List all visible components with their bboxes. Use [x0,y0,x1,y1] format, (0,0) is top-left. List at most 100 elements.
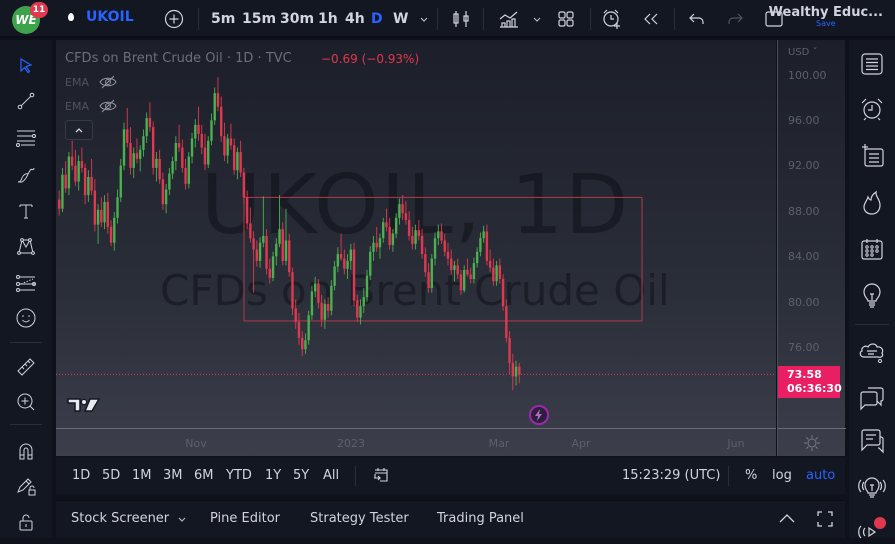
candle [320,294,323,327]
tab-trading-panel[interactable]: Trading Panel [437,511,524,526]
candle [349,243,352,270]
notification-badge[interactable]: 11 [30,2,48,18]
timeframe-dropdown[interactable] [418,8,430,30]
calendar-button[interactable] [857,234,887,264]
chart-pane[interactable]: UKOIL, 1D CFDs on Brent Crude Oil CFDs o… [56,40,776,456]
eye-hidden-icon[interactable] [99,99,117,113]
candle [271,251,275,282]
timeframe-1h[interactable]: 1h [318,11,338,27]
timeframe-15m[interactable]: 15m [242,11,277,27]
candle [479,232,482,257]
brush-tool[interactable] [12,161,40,189]
range-3m[interactable]: 3M [163,468,183,483]
maximize-panel-button[interactable] [816,510,834,528]
cursor-tool[interactable] [12,52,40,80]
range-all[interactable]: All [323,468,340,483]
ideas-button[interactable] [857,281,887,311]
indicators-button[interactable] [498,8,520,30]
watchlist-button[interactable] [857,49,887,79]
save-label[interactable]: Save [816,19,836,28]
tab-stock-screener[interactable]: Stock Screener [71,511,187,526]
pattern-tool[interactable] [12,232,40,260]
timeframe-w[interactable]: W [393,11,409,27]
utc-clock[interactable]: 15:23:29 (UTC) [622,468,721,483]
hotlists-button[interactable] [857,188,887,218]
chart-type-button[interactable] [451,8,471,30]
percent-scale-toggle[interactable]: % [745,468,758,483]
timeframe-4h[interactable]: 4h [345,11,365,27]
range-5d[interactable]: 5D [102,468,121,483]
collapse-legend-button[interactable] [65,120,93,140]
minds-button[interactable] [857,336,887,366]
range-1m[interactable]: 1M [132,468,152,483]
range-6m[interactable]: 6M [194,468,214,483]
range-1y[interactable]: 1Y [265,468,282,483]
log-scale-toggle[interactable]: log [772,468,792,483]
measure-tool[interactable] [12,353,40,381]
live-stream-button[interactable] [857,514,887,544]
fullscreen-toggle-button[interactable] [764,8,784,30]
candlestick-series[interactable] [56,40,776,428]
candle [207,136,210,168]
zoom-in-tool[interactable] [12,388,40,416]
streams-button[interactable] [857,473,887,503]
replay-button[interactable] [642,8,660,30]
magnet-tool[interactable] [12,437,40,465]
candle [323,299,327,329]
indicator-legend-ema-1[interactable]: EMA [65,75,117,89]
layout-name-menu[interactable]: Wealthy Educ... Save [769,5,883,28]
indicator-legend-ema-2[interactable]: EMA [65,99,117,113]
tab-pine-editor[interactable]: Pine Editor [210,511,281,526]
candle [382,217,385,243]
series-legend-title[interactable]: CFDs on Brent Crude Oil · 1D · TVC [65,51,292,66]
trend-line-tool[interactable] [12,87,40,115]
bottom-panel-tabs: Stock Screener Pine Editor Strategy Test… [56,500,845,538]
timeframe-d[interactable]: D [371,11,383,27]
chats-button[interactable] [857,383,887,413]
symbol-name[interactable]: UKOIL [86,9,134,25]
price-axis[interactable]: USD ˇ 100.00 96.00 92.00 88.00 84.00 80.… [777,40,846,456]
lock-all-tool[interactable] [12,508,40,536]
events-marker[interactable] [529,405,549,425]
symbol-search[interactable]: UKOIL [66,9,134,25]
range-ytd[interactable]: YTD [226,468,252,483]
sun-settings-icon [804,434,820,451]
candle [245,190,249,230]
candle [236,147,239,180]
compare-add-symbol-button[interactable] [164,8,184,30]
time-axis[interactable]: Nov 2023 Mar Apr Jun [56,428,776,456]
candle [433,232,437,266]
text-tool[interactable] [12,197,40,225]
candle [249,207,252,243]
expand-panel-button[interactable] [778,512,796,524]
currency-selector[interactable]: USD ˇ [788,47,818,58]
indicators-dropdown[interactable] [531,8,543,30]
undo-button[interactable] [688,8,706,30]
lock-drawings-tool[interactable] [12,472,40,500]
timeframe-30m[interactable]: 30m [280,11,315,27]
alert-button[interactable] [601,8,623,30]
range-rectangle-drawing[interactable] [243,196,643,322]
candle [343,249,346,275]
alerts-button[interactable] [857,94,887,124]
tab-strategy-tester[interactable]: Strategy Tester [310,511,409,526]
candle [58,190,61,216]
eye-hidden-icon[interactable] [99,75,117,89]
tradingview-logo[interactable] [67,397,101,419]
layout-button[interactable] [557,8,575,30]
messages-button[interactable] [857,426,887,456]
go-to-date-button[interactable] [372,466,390,488]
range-1d[interactable]: 1D [72,468,91,483]
prediction-tool[interactable] [12,269,40,297]
icons-tool[interactable] [12,304,40,332]
horizontal-lines-tool[interactable] [12,123,40,151]
timeframe-5m[interactable]: 5m [211,11,236,27]
redo-button[interactable] [726,8,744,30]
data-window-button[interactable] [857,140,887,170]
indicator-name: EMA [65,75,89,89]
range-5y[interactable]: 5Y [293,468,310,483]
chart-settings-button[interactable] [778,428,846,456]
auto-scale-toggle[interactable]: auto [806,468,836,483]
chevron-down-icon[interactable] [177,514,187,524]
grid-layout-icon [558,11,574,27]
